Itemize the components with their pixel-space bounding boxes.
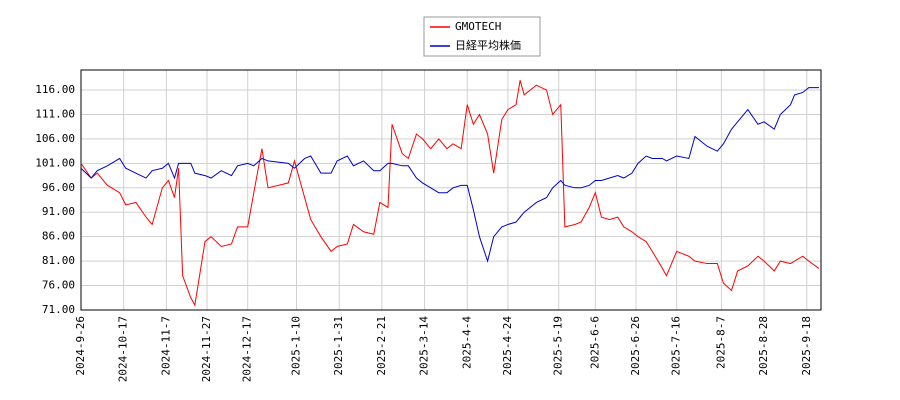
legend: GMOTECH 日経平均株価 [423,16,541,57]
x-tick-label: 2025-6-26 [629,316,642,376]
x-tick-label: 2025-3-14 [418,316,431,376]
y-tick-label: 86.00 [42,230,75,243]
x-tick-label: 2025-4-4 [460,316,473,369]
x-tick-label: 2025-8-28 [757,316,770,376]
series-line [80,80,820,307]
x-tick-label: 2025-9-18 [800,316,813,376]
x-tick-label: 2025-2-21 [375,316,388,376]
x-tick-label: 2024-11-27 [200,316,213,382]
legend-box [423,16,541,57]
x-tick-label: 2024-10-17 [117,316,130,382]
y-tick-label: 111.00 [35,107,75,120]
x-tick-label: 2025-7-16 [670,316,683,376]
legend-label: 日経平均株価 [455,38,521,52]
x-tick-label: 2024-11-7 [159,316,172,376]
y-tick-label: 101.00 [35,156,75,169]
series-line [80,87,819,263]
y-tick-label: 71.00 [42,303,75,316]
legend-label: GMOTECH [455,20,501,33]
y-tick-label: 81.00 [42,254,75,267]
x-tick-label: 2025-1-10 [289,316,302,376]
x-tick-label: 2025-4-24 [501,316,514,376]
y-tick-label: 116.00 [35,83,75,96]
x-tick-label: 2025-8-7 [714,316,727,369]
x-tick-label: 2024-12-17 [241,316,254,382]
y-tick-label: 106.00 [35,132,75,145]
y-tick-label: 91.00 [42,205,75,218]
x-tick-label: 2025-5-19 [552,316,565,376]
x-tick-label: 2025-6-6 [588,316,601,369]
plot-frame [80,69,822,311]
y-tick-label: 96.00 [42,181,75,194]
x-tick-label: 2024-9-26 [74,316,87,376]
y-tick-label: 76.00 [42,279,75,292]
x-tick-label: 2025-1-31 [332,316,345,376]
